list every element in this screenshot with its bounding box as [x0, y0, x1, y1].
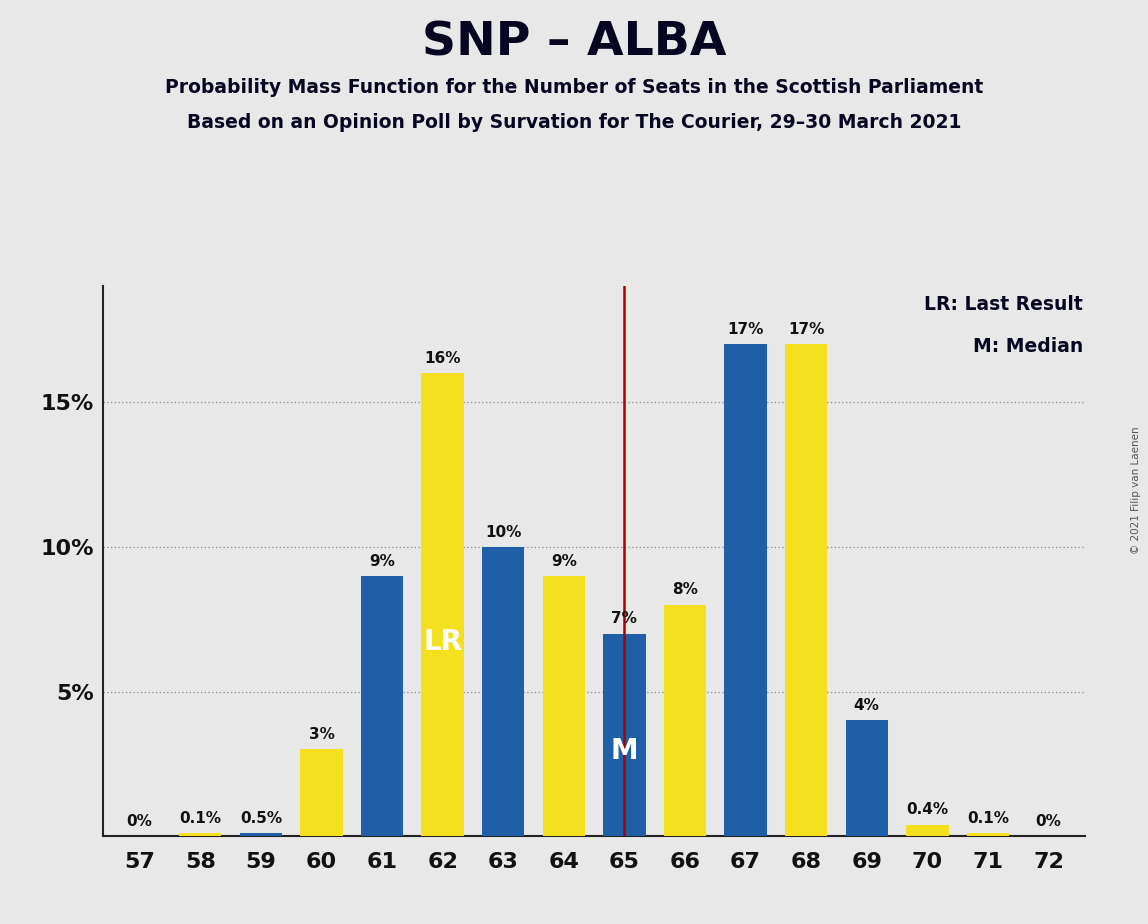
Text: SNP – ALBA: SNP – ALBA — [421, 20, 727, 66]
Text: 17%: 17% — [728, 322, 763, 337]
Bar — [543, 576, 585, 836]
Bar — [603, 634, 645, 836]
Text: Probability Mass Function for the Number of Seats in the Scottish Parliament: Probability Mass Function for the Number… — [165, 78, 983, 97]
Bar — [846, 721, 887, 836]
Bar — [906, 824, 948, 836]
Text: 0%: 0% — [1035, 814, 1062, 829]
Text: 0.1%: 0.1% — [179, 811, 222, 826]
Text: 9%: 9% — [370, 553, 395, 568]
Bar — [301, 749, 342, 836]
Text: Based on an Opinion Poll by Survation for The Courier, 29–30 March 2021: Based on an Opinion Poll by Survation fo… — [187, 113, 961, 132]
Text: 7%: 7% — [612, 612, 637, 626]
Text: 8%: 8% — [672, 582, 698, 598]
Bar — [421, 373, 464, 836]
Text: 0.5%: 0.5% — [240, 811, 282, 826]
Text: M: Median: M: Median — [972, 337, 1083, 356]
Text: M: M — [611, 737, 638, 765]
Text: © 2021 Filip van Laenen: © 2021 Filip van Laenen — [1131, 426, 1141, 553]
Text: 9%: 9% — [551, 553, 576, 568]
Bar — [724, 345, 767, 836]
Bar — [785, 345, 828, 836]
Bar — [240, 833, 282, 836]
Text: LR: LR — [424, 627, 463, 656]
Bar — [179, 833, 222, 836]
Text: 0.1%: 0.1% — [967, 811, 1009, 826]
Bar — [967, 833, 1009, 836]
Text: 3%: 3% — [309, 727, 334, 742]
Text: 0%: 0% — [126, 814, 153, 829]
Text: 0.4%: 0.4% — [906, 802, 948, 818]
Bar — [664, 604, 706, 836]
Text: 4%: 4% — [854, 699, 879, 713]
Text: 10%: 10% — [484, 525, 521, 540]
Text: LR: Last Result: LR: Last Result — [924, 295, 1083, 313]
Text: 16%: 16% — [425, 351, 460, 366]
Bar — [482, 547, 525, 836]
Bar — [360, 576, 403, 836]
Text: 17%: 17% — [788, 322, 824, 337]
